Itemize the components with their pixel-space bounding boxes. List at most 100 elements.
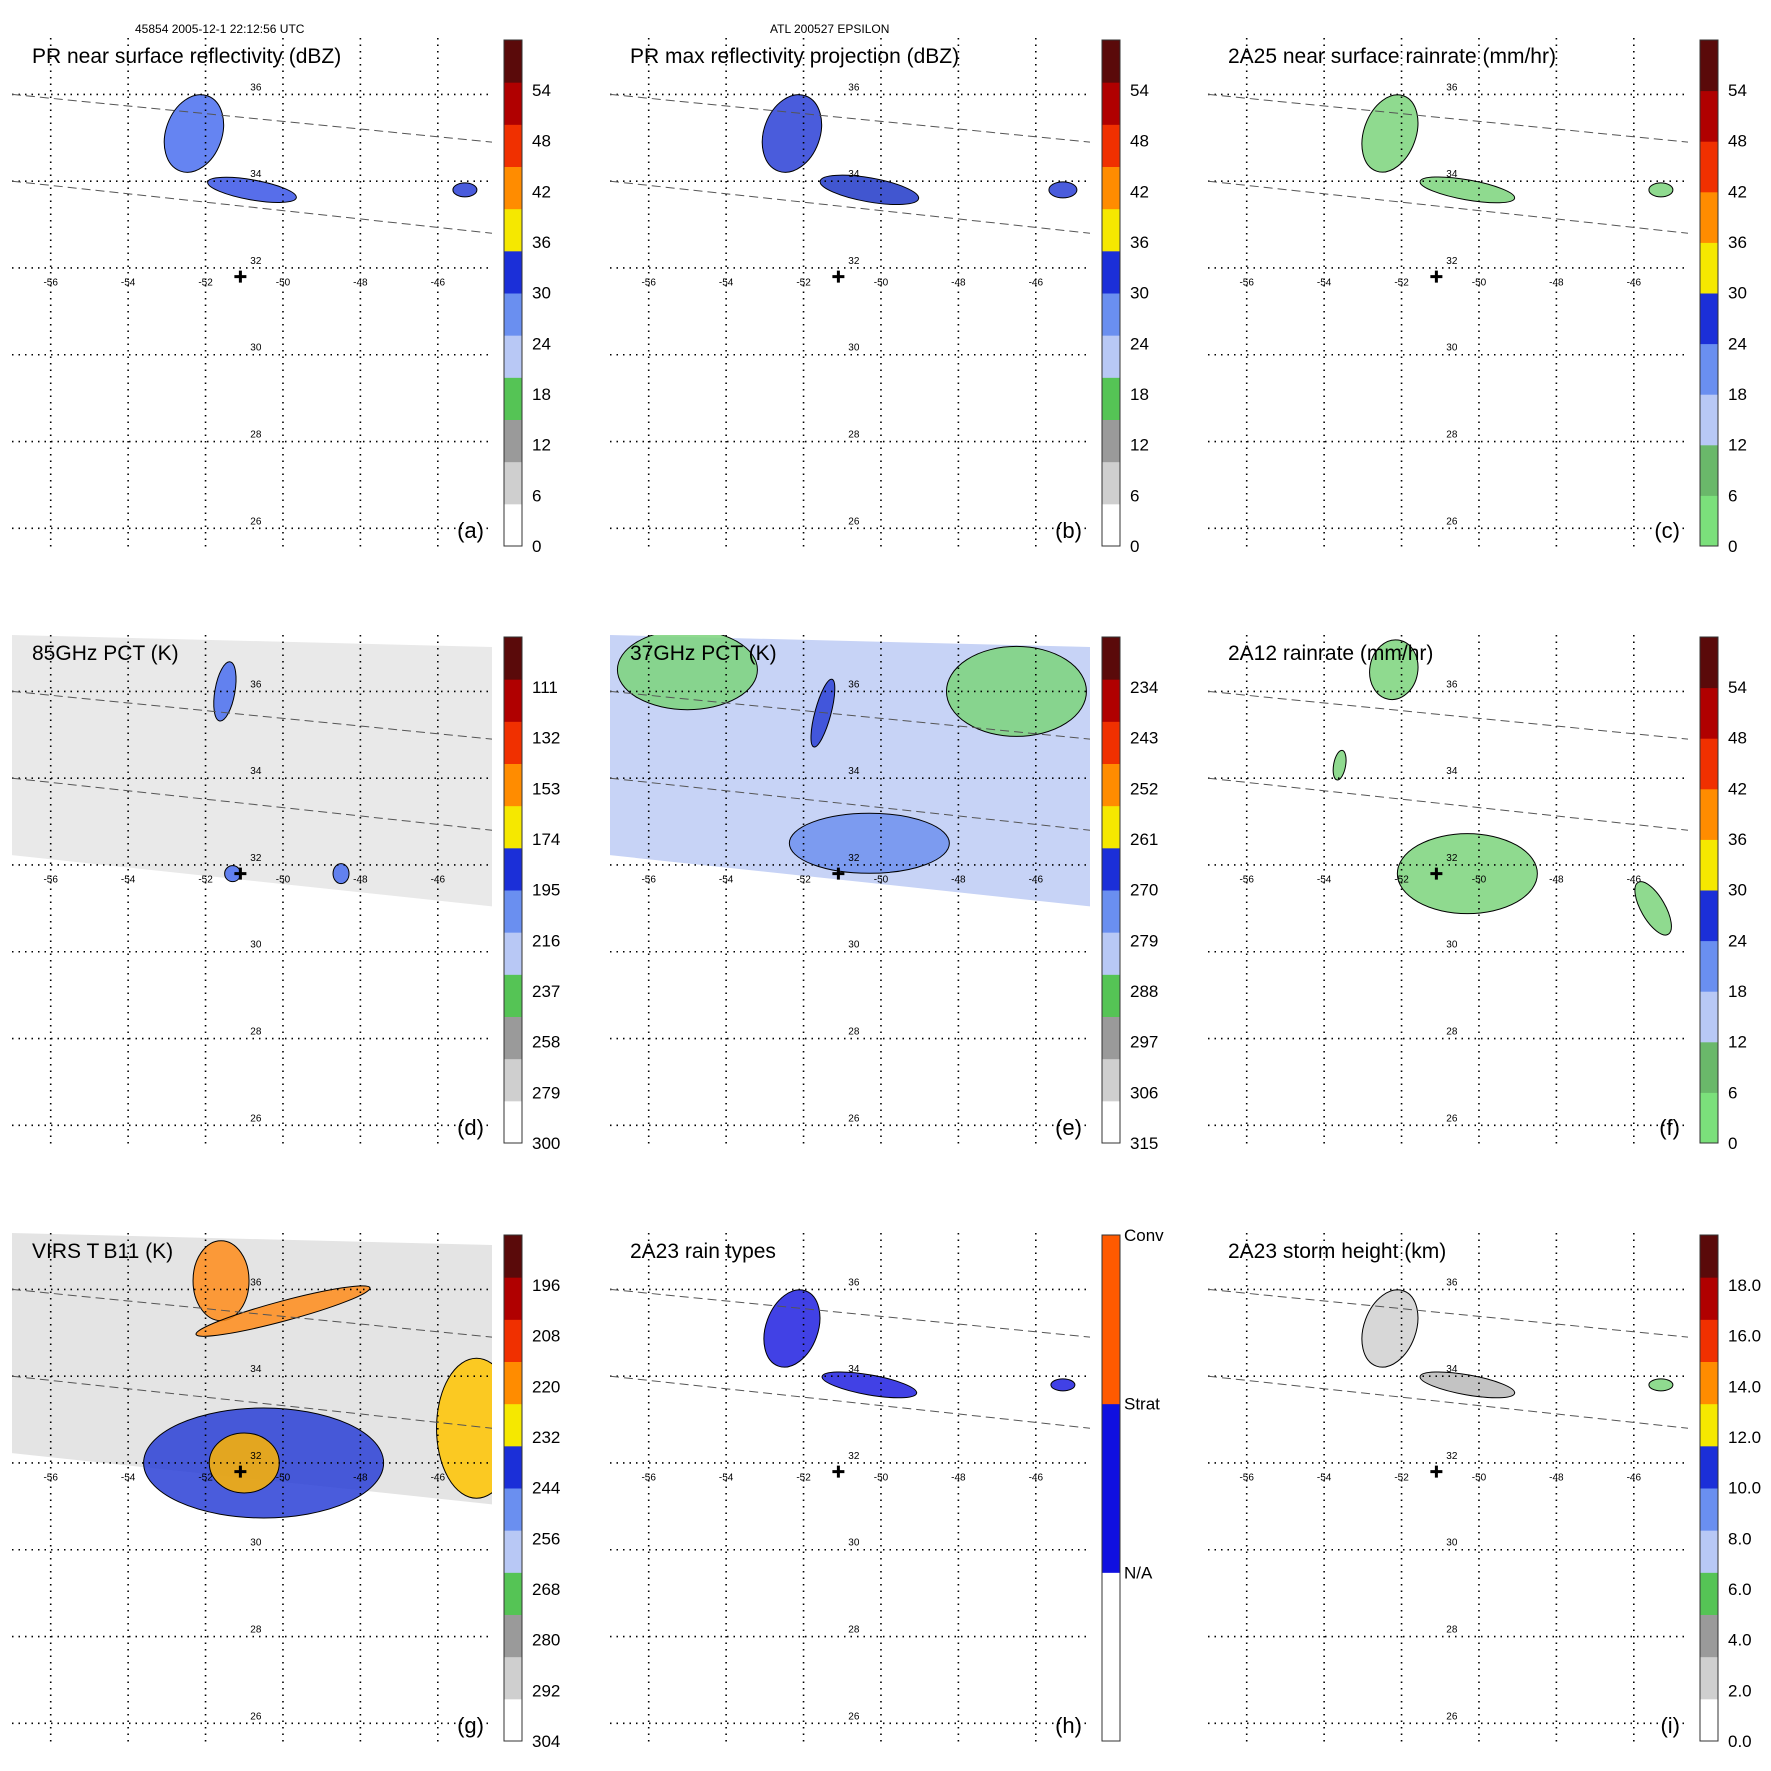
colorbar-segment — [504, 721, 522, 764]
rain-feature — [213, 661, 237, 722]
lon-label: -48 — [353, 874, 368, 885]
colorbar-label: 288 — [1130, 982, 1158, 1001]
lon-label: -46 — [1627, 1472, 1642, 1483]
colorbar-label: 6 — [532, 486, 541, 505]
colorbar-segment — [1102, 974, 1120, 1017]
colorbar-label: 48 — [1728, 729, 1747, 748]
rain-feature — [810, 678, 836, 748]
colorbar-label: 208 — [532, 1327, 560, 1346]
colorbar: 54 48 42 36 30 24 18 12 6 0 — [503, 39, 551, 556]
panel-title: PR near surface reflectivity (dBZ) — [32, 45, 341, 68]
storm-center-marker — [832, 867, 845, 880]
colorbar-label: 12.0 — [1728, 1428, 1761, 1447]
colorbar-segment — [1102, 1572, 1120, 1742]
colorbar-label: 16.0 — [1728, 1327, 1761, 1346]
colorbar-segment — [1102, 250, 1120, 294]
lon-label: -56 — [1239, 874, 1254, 885]
colorbar-label: 24 — [532, 334, 551, 353]
colorbar-segment — [1700, 1445, 1718, 1489]
colorbar-segment — [504, 1656, 522, 1700]
colorbar-segment — [504, 805, 522, 849]
lon-label: -52 — [796, 1472, 811, 1483]
map-area: -56 -54 -52 -50 -48 -46 36 34 32 30 28 26 — [1208, 38, 1688, 550]
rain-feature — [207, 176, 297, 203]
colorbar-label: 279 — [532, 1083, 560, 1102]
colorbar-segment — [1700, 637, 1718, 689]
lat-label: 36 — [848, 1277, 860, 1288]
colorbar-label: 48 — [1130, 132, 1149, 151]
colorbar-label: 54 — [1130, 81, 1149, 100]
map-area: -56 -54 -52 -50 -48 -46 36 34 32 30 28 26 — [1208, 635, 1688, 1147]
map-area: -56 -54 -52 -50 -48 -46 36 34 32 30 28 26 — [610, 38, 1090, 550]
lon-label: -54 — [121, 874, 136, 885]
colorbar-label: 243 — [1130, 729, 1158, 748]
pr-swath-edge — [12, 777, 492, 831]
panel-d: -56 -54 -52 -50 -48 -46 36 34 32 30 28 26 85GHz PCT … — [12, 635, 560, 1153]
colorbar-label: 237 — [532, 982, 560, 1001]
pr-swath-edge — [1208, 93, 1688, 143]
rain-feature — [332, 863, 350, 885]
colorbar-segment — [1700, 495, 1718, 547]
panel-title: VIRS T B11 (K) — [32, 1240, 173, 1263]
colorbar-label: 42 — [1130, 182, 1149, 201]
pr-swath-edge — [610, 180, 1090, 234]
panel-title: 2A12 rainrate (mm/hr) — [1228, 642, 1433, 665]
colorbar-label: 18 — [1728, 982, 1747, 1001]
colorbar-segment — [1102, 124, 1120, 167]
colorbar-segment — [1102, 503, 1120, 547]
lat-label: 32 — [1446, 256, 1458, 267]
rain-feature — [1332, 749, 1347, 781]
rain-feature — [1648, 182, 1674, 198]
colorbar-segment — [1700, 1361, 1718, 1405]
colorbar-label: 252 — [1130, 779, 1158, 798]
lat-label: 34 — [848, 169, 860, 180]
pr-swath-edge — [610, 1288, 1090, 1338]
rain-feature — [1419, 176, 1516, 204]
colorbar-segment — [504, 637, 522, 680]
panel-letter: (c) — [1654, 518, 1680, 543]
colorbar-segment — [1102, 293, 1120, 336]
colorbar-segment — [1700, 1403, 1718, 1447]
rain-feature — [788, 812, 950, 874]
rain-feature — [436, 1357, 492, 1499]
colorbar-label: 12 — [1728, 436, 1747, 455]
colorbar: 54 48 42 36 30 24 18 12 6 0 — [1699, 39, 1747, 556]
lat-label: 28 — [1446, 430, 1458, 441]
colorbar-label: 42 — [1728, 182, 1747, 201]
panel-b: -56 -54 -52 -50 -48 -46 36 34 32 30 28 26 PR max ref… — [610, 38, 1149, 556]
colorbar-label: 6 — [1728, 486, 1737, 505]
colorbar-label: 0 — [1728, 537, 1737, 556]
lat-label: 28 — [1446, 1027, 1458, 1038]
colorbar-label: 244 — [532, 1479, 560, 1498]
colorbar-segment — [1700, 1235, 1718, 1278]
colorbar-segment — [1700, 1698, 1718, 1742]
colorbar-segment — [1102, 763, 1120, 807]
colorbar-segment — [1700, 1277, 1718, 1320]
colorbar-label: 279 — [1130, 931, 1158, 950]
colorbar-segment — [504, 1445, 522, 1489]
panel-letter: (f) — [1659, 1115, 1680, 1140]
colorbar: 111 132 153 174 195 216 237 258 279 300 — [503, 636, 560, 1153]
panel-c: -56 -54 -52 -50 -48 -46 36 34 32 30 28 26 2A25 near … — [1208, 38, 1747, 556]
lon-label: -52 — [1394, 874, 1409, 885]
panel-letter: (d) — [457, 1115, 484, 1140]
colorbar-label: 30 — [1130, 284, 1149, 303]
colorbar-label: 6 — [1728, 1083, 1737, 1102]
lon-label: -56 — [641, 874, 656, 885]
lat-label: 30 — [250, 343, 262, 354]
rain-feature — [761, 94, 823, 173]
colorbar-label: N/A — [1124, 1563, 1153, 1582]
panel-letter: (g) — [457, 1713, 484, 1738]
colorbar-label: 30 — [532, 284, 551, 303]
colorbar-label: 10.0 — [1728, 1479, 1761, 1498]
lat-label: 28 — [848, 430, 860, 441]
lat-label: 26 — [1446, 1711, 1458, 1722]
colorbar-segment — [504, 1698, 522, 1742]
colorbar-segment — [1102, 166, 1120, 210]
colorbar-segment — [1700, 839, 1718, 891]
lat-label: 28 — [250, 1625, 262, 1636]
colorbar: Conv Strat N/A — [1101, 1226, 1164, 1742]
storm-center-marker — [1430, 867, 1443, 880]
colorbar-label: 261 — [1130, 830, 1158, 849]
storm-center-marker — [234, 270, 247, 283]
